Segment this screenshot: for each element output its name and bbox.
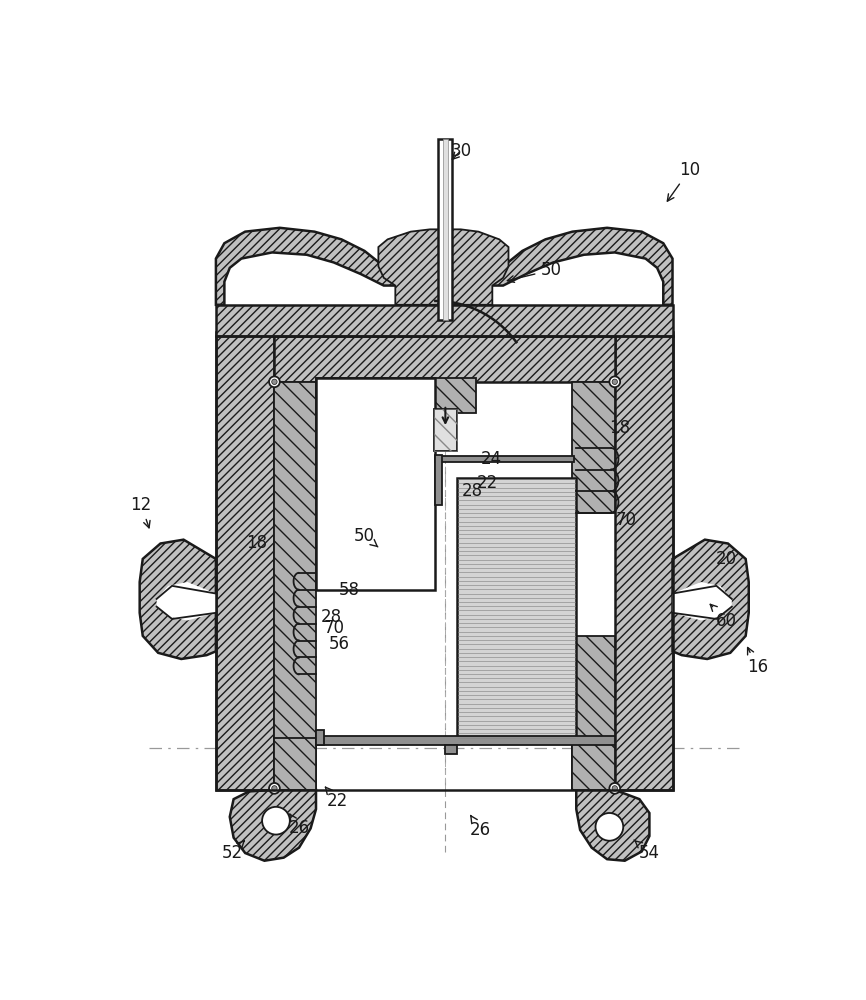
Bar [274, 738, 316, 790]
Polygon shape [216, 228, 395, 305]
Circle shape [612, 379, 617, 384]
Polygon shape [157, 582, 216, 620]
Text: 54: 54 [634, 840, 660, 862]
Text: 22: 22 [326, 787, 348, 810]
Text: 28: 28 [462, 482, 483, 500]
Polygon shape [229, 790, 316, 861]
Text: 70: 70 [323, 619, 344, 637]
Bar [572, 382, 615, 513]
Polygon shape [492, 228, 673, 305]
Circle shape [272, 379, 277, 384]
Bar [415, 378, 476, 413]
Text: 12: 12 [131, 496, 152, 528]
Text: 26: 26 [288, 814, 310, 837]
Polygon shape [576, 790, 650, 861]
Circle shape [269, 376, 280, 387]
Text: 20: 20 [716, 550, 737, 568]
Circle shape [596, 813, 624, 841]
Bar [316, 736, 615, 745]
Bar [216, 305, 673, 336]
Bar [445, 745, 457, 754]
Bar [316, 730, 324, 745]
Circle shape [262, 807, 290, 835]
Bar [438, 139, 452, 320]
Bar [615, 332, 673, 790]
Text: 18: 18 [610, 419, 630, 437]
Text: 16: 16 [746, 647, 768, 676]
Bar [216, 336, 673, 790]
Bar [216, 332, 274, 790]
Circle shape [269, 783, 280, 794]
Text: 10: 10 [668, 161, 700, 201]
Bar [274, 336, 615, 382]
Text: 56: 56 [328, 635, 350, 653]
Text: 28: 28 [320, 608, 342, 626]
Bar [316, 378, 436, 590]
Bar [434, 409, 457, 451]
Text: 50: 50 [354, 527, 378, 547]
Text: 58: 58 [339, 581, 359, 599]
Text: 60: 60 [710, 604, 737, 630]
Bar [572, 738, 615, 790]
Bar [457, 478, 576, 740]
Bar [443, 139, 448, 320]
Polygon shape [673, 582, 732, 620]
Text: 22: 22 [477, 474, 498, 492]
Bar [434, 409, 457, 451]
Polygon shape [445, 229, 508, 305]
Circle shape [272, 786, 277, 791]
Circle shape [612, 786, 617, 791]
Bar [572, 636, 615, 790]
Bar [316, 378, 436, 505]
Text: 30: 30 [450, 142, 471, 160]
Bar [436, 455, 442, 505]
Circle shape [610, 376, 620, 387]
Bar [274, 382, 316, 790]
Text: 50: 50 [507, 261, 561, 282]
Bar [436, 456, 574, 462]
Polygon shape [139, 540, 216, 659]
Text: 18: 18 [246, 534, 268, 552]
Text: 70: 70 [616, 511, 637, 529]
Text: 24: 24 [481, 450, 502, 468]
Text: 52: 52 [222, 841, 244, 862]
Polygon shape [378, 229, 445, 305]
Circle shape [610, 783, 620, 794]
Text: 26: 26 [469, 816, 490, 839]
Polygon shape [673, 540, 749, 659]
